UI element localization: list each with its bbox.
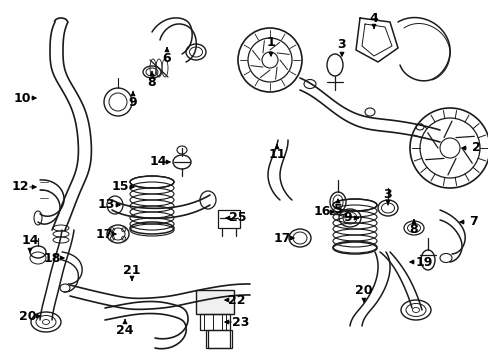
Bar <box>218 210 240 228</box>
Text: 12: 12 <box>11 180 29 193</box>
Text: 20: 20 <box>19 310 37 323</box>
Text: 21: 21 <box>123 264 141 276</box>
Text: 24: 24 <box>116 324 134 337</box>
Text: 9: 9 <box>128 95 137 108</box>
Text: 17: 17 <box>95 228 113 240</box>
Text: 8: 8 <box>147 76 156 89</box>
Text: 16: 16 <box>313 206 330 219</box>
Text: 2: 2 <box>470 141 479 154</box>
Text: 14: 14 <box>21 234 39 247</box>
Text: 5: 5 <box>333 203 342 216</box>
Bar <box>196 290 234 314</box>
Text: 3: 3 <box>383 189 391 202</box>
Text: 11: 11 <box>268 148 285 162</box>
Text: 23: 23 <box>232 315 249 328</box>
Text: 14: 14 <box>149 156 166 168</box>
Text: 19: 19 <box>414 256 432 269</box>
Text: 6: 6 <box>163 51 171 64</box>
Text: 20: 20 <box>354 284 372 297</box>
Text: 15: 15 <box>111 180 128 193</box>
Text: 3: 3 <box>337 39 346 51</box>
Text: 8: 8 <box>409 224 417 237</box>
Text: 10: 10 <box>13 91 31 104</box>
Text: 18: 18 <box>43 252 61 265</box>
Text: 7: 7 <box>468 216 477 229</box>
Text: 17: 17 <box>273 231 290 244</box>
Bar <box>200 314 229 330</box>
Text: 22: 22 <box>228 293 245 306</box>
Text: 9: 9 <box>343 211 351 225</box>
Text: 25: 25 <box>229 211 246 225</box>
Bar <box>205 330 231 348</box>
Text: 1: 1 <box>266 36 275 49</box>
Text: 13: 13 <box>97 198 115 211</box>
Text: 4: 4 <box>369 12 378 24</box>
